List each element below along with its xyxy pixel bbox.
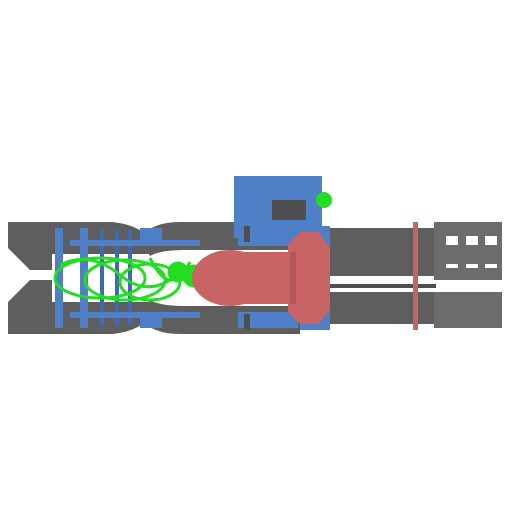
housing-bracket <box>244 314 250 330</box>
armor-strip-top <box>70 240 200 246</box>
core-flange-ring <box>290 252 296 304</box>
energy-core-icon <box>192 232 330 324</box>
armor-strip <box>55 228 63 328</box>
housing-side-upper <box>238 230 298 246</box>
core-barrel <box>230 252 290 304</box>
rear-prong-gap <box>30 272 52 280</box>
barrel-groove <box>330 284 436 288</box>
armor-block <box>140 312 162 328</box>
vent-icon <box>446 236 497 268</box>
housing-indicator <box>316 192 332 208</box>
housing-side-lower <box>238 312 298 328</box>
armor-strip-bottom <box>70 312 200 318</box>
armor-block <box>140 228 162 244</box>
barrel-collar <box>434 222 502 280</box>
core-flange <box>288 232 330 324</box>
armor-strip <box>115 230 119 326</box>
barrel-collar <box>434 292 502 328</box>
housing-slot <box>272 200 306 220</box>
armor-strip <box>128 230 132 326</box>
barrel-band <box>413 222 418 330</box>
armor-strip <box>100 230 104 326</box>
housing-bracket <box>244 226 250 242</box>
